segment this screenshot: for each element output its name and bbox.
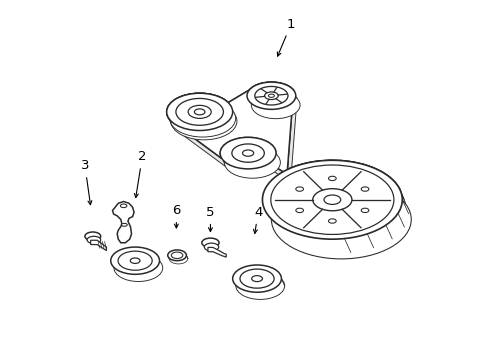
Ellipse shape	[85, 232, 101, 240]
Ellipse shape	[171, 252, 183, 258]
Ellipse shape	[169, 253, 187, 264]
Polygon shape	[166, 82, 402, 230]
Ellipse shape	[242, 150, 253, 156]
Ellipse shape	[264, 92, 278, 100]
Ellipse shape	[246, 82, 295, 109]
Ellipse shape	[262, 160, 402, 239]
Ellipse shape	[324, 195, 340, 204]
Ellipse shape	[235, 272, 284, 300]
Ellipse shape	[220, 137, 276, 169]
Ellipse shape	[118, 251, 152, 270]
Ellipse shape	[251, 276, 262, 282]
Ellipse shape	[130, 258, 140, 264]
Ellipse shape	[361, 187, 368, 191]
Ellipse shape	[114, 254, 163, 282]
Ellipse shape	[194, 109, 204, 115]
Ellipse shape	[166, 93, 232, 131]
Ellipse shape	[224, 147, 280, 178]
Ellipse shape	[167, 250, 186, 261]
Ellipse shape	[251, 91, 300, 119]
Text: 5: 5	[206, 206, 214, 231]
Text: 6: 6	[172, 204, 180, 228]
Ellipse shape	[188, 105, 211, 118]
Ellipse shape	[328, 219, 336, 223]
Ellipse shape	[110, 247, 159, 274]
Ellipse shape	[312, 189, 351, 211]
Ellipse shape	[121, 224, 127, 226]
Polygon shape	[166, 82, 402, 230]
Ellipse shape	[232, 265, 281, 292]
Polygon shape	[170, 90, 405, 238]
Ellipse shape	[231, 144, 264, 162]
Text: 2: 2	[134, 150, 146, 198]
Ellipse shape	[295, 208, 303, 212]
Ellipse shape	[361, 208, 368, 212]
Ellipse shape	[240, 269, 274, 288]
Polygon shape	[90, 240, 106, 251]
Ellipse shape	[254, 86, 287, 105]
Ellipse shape	[204, 243, 218, 251]
Ellipse shape	[120, 204, 126, 208]
Ellipse shape	[87, 236, 101, 243]
Ellipse shape	[268, 94, 274, 97]
Ellipse shape	[328, 176, 336, 181]
Ellipse shape	[171, 103, 237, 140]
Ellipse shape	[295, 187, 303, 191]
Polygon shape	[207, 247, 226, 257]
Ellipse shape	[169, 100, 235, 137]
Text: 1: 1	[277, 18, 295, 56]
Polygon shape	[112, 202, 134, 243]
Ellipse shape	[202, 238, 219, 247]
Ellipse shape	[270, 165, 393, 234]
Ellipse shape	[271, 180, 410, 259]
Text: 3: 3	[81, 159, 92, 205]
Ellipse shape	[176, 98, 223, 125]
Text: 4: 4	[253, 206, 262, 233]
